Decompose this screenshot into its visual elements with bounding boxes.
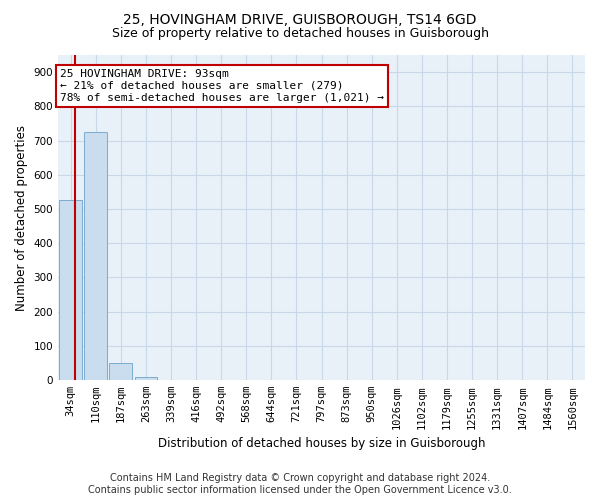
Text: Size of property relative to detached houses in Guisborough: Size of property relative to detached ho… (112, 28, 488, 40)
Y-axis label: Number of detached properties: Number of detached properties (15, 124, 28, 310)
Bar (85, 132, 107, 380)
Text: Contains HM Land Registry data © Crown copyright and database right 2024.
Contai: Contains HM Land Registry data © Crown c… (88, 474, 512, 495)
X-axis label: Distribution of detached houses by size in Guisborough: Distribution of detached houses by size … (158, 437, 485, 450)
Bar (59, 200, 82, 380)
Text: 25, HOVINGHAM DRIVE, GUISBOROUGH, TS14 6GD: 25, HOVINGHAM DRIVE, GUISBOROUGH, TS14 6… (123, 12, 477, 26)
Bar (134, 376, 157, 380)
Bar (109, 363, 132, 380)
Text: 25 HOVINGHAM DRIVE: 93sqm
← 21% of detached houses are smaller (279)
78% of semi: 25 HOVINGHAM DRIVE: 93sqm ← 21% of detac… (60, 70, 384, 102)
